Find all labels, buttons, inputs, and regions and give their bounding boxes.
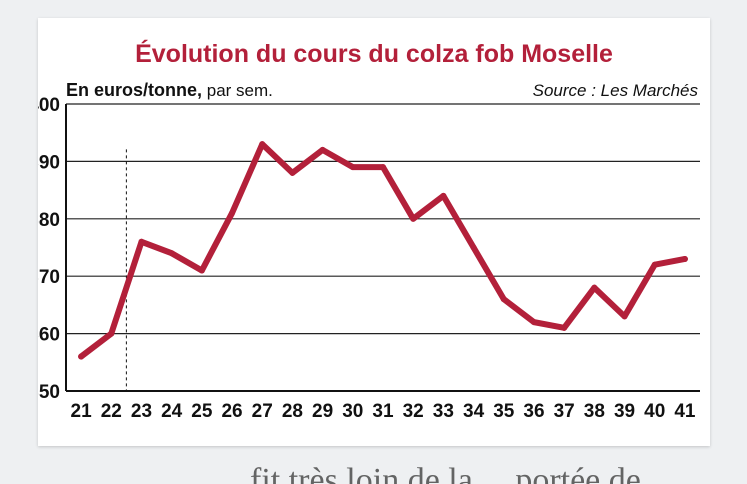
- x-tick-label: 34: [463, 401, 485, 422]
- x-tick-label: 40: [644, 401, 665, 422]
- data-point: [470, 244, 477, 251]
- data-point: [500, 296, 507, 303]
- chart-card: Évolution du cours du colza fob Moselle …: [38, 18, 710, 446]
- data-point: [651, 261, 658, 268]
- x-axis-ticks: 21 22 23 24 25 26 27 28 29 30 31 32 33 34 35 36 37 38 39 40…: [71, 401, 696, 422]
- y-tick-label: 350: [38, 382, 60, 403]
- x-tick-label: 27: [252, 401, 273, 422]
- data-point: [591, 284, 598, 291]
- unit-label-normal: par sem.: [202, 81, 273, 100]
- data-point: [229, 210, 236, 217]
- data-point: [78, 353, 85, 360]
- x-tick-label: 22: [101, 401, 122, 422]
- y-tick-label: 390: [38, 152, 60, 173]
- data-point: [380, 164, 386, 171]
- x-tick-label: 33: [433, 401, 454, 422]
- data-point: [621, 313, 628, 320]
- x-tick-label: 24: [161, 401, 183, 422]
- data-point: [168, 250, 175, 257]
- data-point: [289, 169, 296, 176]
- data-point: [259, 141, 266, 148]
- y-tick-label: 400: [38, 95, 60, 116]
- chart-title: Évolution du cours du colza fob Moselle: [135, 39, 613, 68]
- data-point: [198, 267, 205, 274]
- x-tick-label: 36: [523, 401, 544, 422]
- y-tick-label: 380: [38, 210, 60, 231]
- gridlines: [66, 103, 700, 335]
- x-tick-label: 29: [312, 401, 333, 422]
- data-point: [681, 255, 688, 262]
- caption-text: fit très loin de la… portée de…: [250, 462, 675, 484]
- x-tick-label: 30: [342, 401, 363, 422]
- x-tick-label: 28: [282, 401, 303, 422]
- x-tick-label: 39: [614, 401, 635, 422]
- data-point: [349, 164, 356, 171]
- x-tick-label: 21: [71, 401, 93, 422]
- x-tick-label: 35: [493, 401, 515, 422]
- data-point: [410, 215, 417, 222]
- y-axis-ticks: 350 360 370 380 390 400: [38, 95, 60, 403]
- series: [78, 141, 688, 360]
- data-point: [319, 146, 326, 153]
- data-point: [561, 324, 568, 331]
- line-chart: Évolution du cours du colza fob Moselle …: [38, 39, 700, 422]
- axes: [65, 104, 700, 392]
- y-tick-label: 360: [38, 325, 60, 346]
- x-tick-label: 38: [584, 401, 605, 422]
- data-point: [108, 330, 115, 337]
- source-label: Source : Les Marchés: [533, 81, 699, 100]
- unit-label: En euros/tonne, par sem.: [66, 80, 273, 100]
- x-tick-label: 32: [403, 401, 424, 422]
- x-tick-label: 37: [554, 401, 575, 422]
- unit-label-bold: En euros/tonne,: [66, 80, 202, 100]
- x-tick-label: 31: [372, 401, 394, 422]
- x-tick-label: 23: [131, 401, 152, 422]
- x-tick-label: 25: [191, 401, 213, 422]
- x-tick-label: 41: [674, 401, 696, 422]
- data-point: [530, 319, 537, 326]
- data-point: [138, 238, 145, 245]
- y-tick-label: 370: [38, 267, 60, 288]
- x-tick-label: 26: [221, 401, 242, 422]
- data-point: [440, 192, 447, 199]
